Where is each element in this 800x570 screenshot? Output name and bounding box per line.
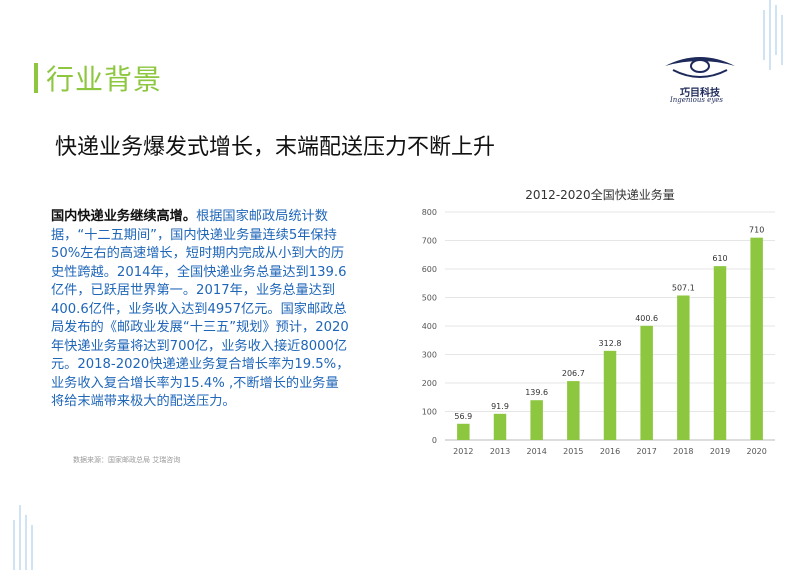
- y-tick-label: 400: [422, 322, 437, 331]
- data-label: 206.7: [562, 369, 585, 378]
- x-tick-label: 2012: [453, 447, 473, 456]
- decor-lines-top: [763, 0, 783, 70]
- y-tick-label: 500: [422, 294, 437, 303]
- data-label: 710: [749, 226, 764, 235]
- y-tick-label: 0: [432, 436, 437, 445]
- x-tick-label: 2017: [636, 447, 656, 456]
- headline: 快递业务爆发式增长，末端配送压力不断上升: [55, 135, 496, 160]
- logo-icon: [665, 57, 735, 78]
- data-label: 507.1: [672, 283, 695, 292]
- bar: [493, 413, 507, 440]
- y-tick-label: 300: [422, 351, 437, 360]
- bar: [457, 423, 470, 440]
- body-lead: 国内快递业务继续高增。: [51, 209, 197, 224]
- x-tick-label: 2013: [490, 447, 510, 456]
- bar: [530, 400, 543, 440]
- source-note: 数据来源：国家邮政总局 艾瑞咨询: [73, 456, 181, 464]
- data-label: 91.9: [491, 402, 509, 411]
- y-tick-label: 100: [422, 408, 437, 417]
- x-tick-label: 2019: [710, 447, 730, 456]
- x-tick-label: 2018: [673, 447, 693, 456]
- data-label: 312.8: [599, 339, 622, 348]
- logo-text-cn: 巧目科技: [680, 88, 720, 99]
- decor-lines-bottom: [13, 505, 33, 570]
- bar: [603, 350, 617, 440]
- y-tick-label: 700: [422, 237, 437, 246]
- bar: [640, 325, 653, 440]
- y-tick-label: 200: [422, 379, 437, 388]
- x-tick-label: 2014: [526, 447, 546, 456]
- data-label: 139.6: [525, 388, 548, 397]
- body-paragraph: 国内快递业务继续高增。根据国家邮政局统计数据，“十二五期间”，国内快递业务量连续…: [51, 208, 351, 412]
- bar: [677, 295, 690, 440]
- section-title: 行业背景: [46, 63, 163, 96]
- title-accent-bar: [34, 63, 38, 93]
- data-label: 56.9: [454, 412, 472, 421]
- x-tick-label: 2020: [746, 447, 766, 456]
- bar: [713, 266, 727, 440]
- chart-title: 2012-2020全国快递业务量: [525, 187, 674, 202]
- bar-chart: 2012-2020全国快递业务量 0 100 200 300 400 500 600 700 8…: [422, 187, 775, 456]
- y-tick-label: 600: [422, 265, 437, 274]
- bar: [750, 237, 763, 440]
- data-label: 400.6: [635, 314, 658, 323]
- data-label: 610: [712, 254, 727, 263]
- body-text: 根据国家邮政局统计数据，“十二五期间”，国内快递业务量连续5年保持50%左右的高…: [51, 209, 350, 409]
- y-tick-label: 800: [422, 208, 437, 217]
- x-tick-label: 2015: [563, 447, 583, 456]
- bar: [567, 381, 580, 440]
- logo-text-en: Ingenious eyes: [670, 96, 724, 104]
- x-tick-label: 2016: [600, 447, 620, 456]
